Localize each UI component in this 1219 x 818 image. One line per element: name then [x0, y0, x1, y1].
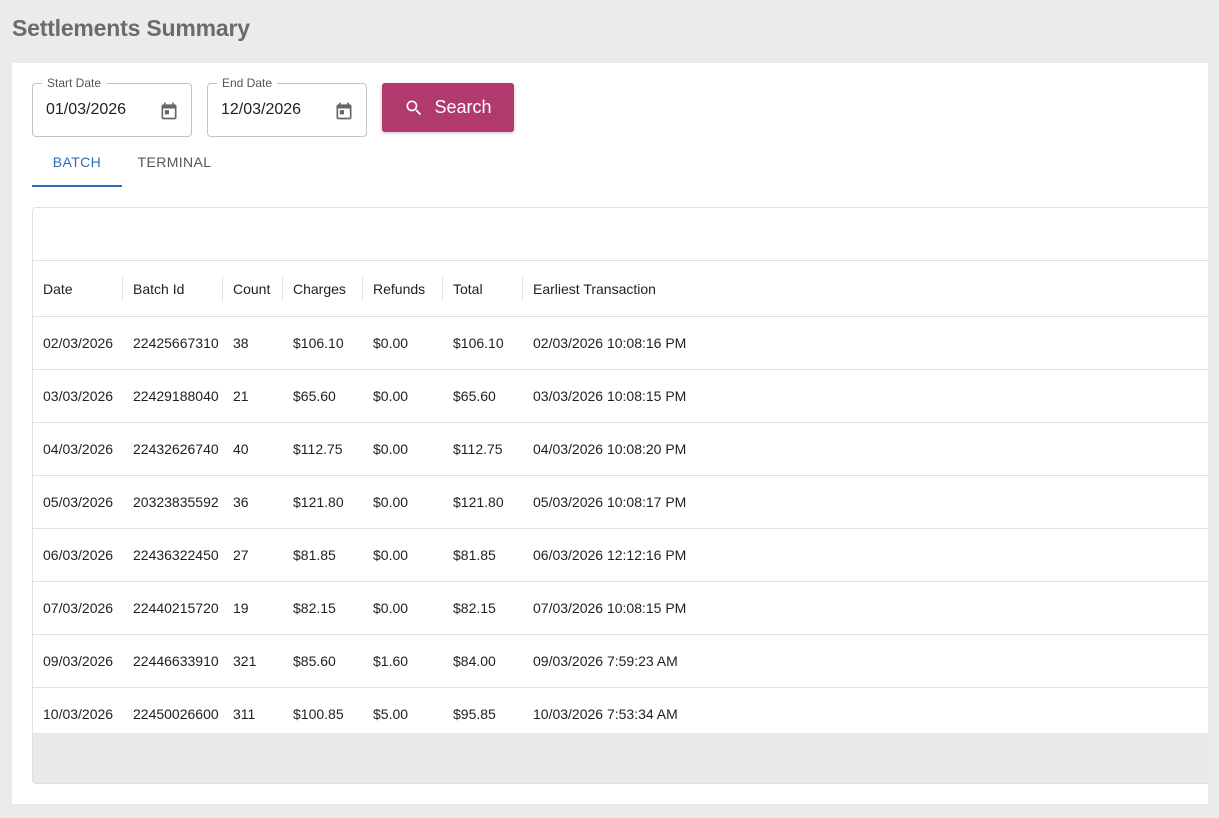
cell-date: 06/03/2026 — [43, 547, 114, 563]
cell-total: $84.00 — [453, 653, 496, 669]
start-date-field[interactable]: Start Date — [32, 76, 192, 137]
cell-batch-id: 22446633910 — [133, 653, 219, 669]
cell-batch-id: 22436322450 — [133, 547, 219, 563]
cell-date: 09/03/2026 — [43, 653, 114, 669]
cell-earliest-transaction: 02/03/2026 10:08:16 PM — [533, 335, 687, 351]
column-header-date[interactable]: Date — [33, 261, 123, 316]
column-header-earliest-transaction[interactable]: Earliest Transaction — [533, 280, 656, 297]
table-row[interactable]: 05/03/2026 20323835592 36 $121.80 $0.00 … — [33, 476, 1208, 529]
cell-date: 03/03/2026 — [43, 388, 114, 404]
cell-earliest-transaction: 10/03/2026 7:53:34 AM — [533, 706, 678, 722]
cell-count: 311 — [233, 706, 256, 722]
cell-total: $106.10 — [453, 335, 504, 351]
cell-refunds: $5.00 — [373, 706, 409, 722]
cell-date: 07/03/2026 — [43, 600, 114, 616]
tab-terminal[interactable]: TERMINAL — [137, 154, 212, 170]
settlements-table: Date Batch Id Count Charges Refunds Tota… — [32, 207, 1208, 784]
cell-count: 321 — [233, 653, 257, 669]
end-date-field[interactable]: End Date — [207, 76, 367, 137]
cell-earliest-transaction: 06/03/2026 12:12:16 PM — [533, 547, 687, 563]
table-row[interactable]: 04/03/2026 22432626740 40 $112.75 $0.00 … — [33, 423, 1208, 476]
cell-count: 40 — [233, 441, 249, 457]
table-footer — [33, 733, 1208, 783]
cell-batch-id: 22450026600 — [133, 706, 219, 722]
cell-date: 10/03/2026 — [43, 706, 114, 722]
cell-total: $82.15 — [453, 600, 496, 616]
cell-refunds: $0.00 — [373, 335, 409, 351]
table-row[interactable]: 02/03/2026 22425667310 38 $106.10 $0.00 … — [33, 317, 1208, 370]
cell-refunds: $0.00 — [373, 547, 409, 563]
search-button-label: Search — [434, 97, 492, 117]
cell-earliest-transaction: 03/03/2026 10:08:15 PM — [533, 388, 687, 404]
cell-refunds: $0.00 — [373, 441, 409, 457]
settlements-card: Start Date End Date Search BATCH TERMINA… — [12, 63, 1208, 804]
table-row[interactable]: 06/03/2026 22436322450 27 $81.85 $0.00 $… — [33, 529, 1208, 582]
cell-refunds: $0.00 — [373, 494, 409, 510]
column-header-charges[interactable]: Charges — [283, 261, 363, 316]
cell-charges: $81.85 — [293, 547, 336, 563]
cell-refunds: $1.60 — [373, 653, 409, 669]
cell-count: 27 — [233, 547, 249, 563]
cell-count: 21 — [233, 388, 249, 404]
cell-earliest-transaction: 04/03/2026 10:08:20 PM — [533, 441, 687, 457]
cell-count: 19 — [233, 600, 249, 616]
page-title: Settlements Summary — [12, 15, 250, 41]
cell-total: $95.85 — [453, 706, 496, 722]
cell-earliest-transaction: 09/03/2026 7:59:23 AM — [533, 653, 678, 669]
cell-date: 04/03/2026 — [43, 441, 114, 457]
cell-charges: $85.60 — [293, 653, 336, 669]
cell-date: 02/03/2026 — [43, 335, 114, 351]
cell-batch-id: 22429188040 — [133, 388, 219, 404]
search-button[interactable]: Search — [382, 83, 514, 132]
search-icon — [404, 98, 424, 118]
cell-batch-id: 22440215720 — [133, 600, 219, 616]
cell-total: $121.80 — [453, 494, 504, 510]
table-row[interactable]: 07/03/2026 22440215720 19 $82.15 $0.00 $… — [33, 582, 1208, 635]
cell-earliest-transaction: 05/03/2026 10:08:17 PM — [533, 494, 687, 510]
calendar-icon[interactable] — [334, 101, 354, 121]
column-header-batch-id[interactable]: Batch Id — [123, 261, 223, 316]
cell-batch-id: 20323835592 — [133, 494, 219, 510]
calendar-icon[interactable] — [159, 101, 179, 121]
column-header-count[interactable]: Count — [223, 261, 283, 316]
tab-batch[interactable]: BATCH — [32, 147, 122, 187]
cell-charges: $65.60 — [293, 388, 336, 404]
cell-count: 38 — [233, 335, 249, 351]
table-header: Date Batch Id Count Charges Refunds Tota… — [33, 261, 1208, 317]
cell-count: 36 — [233, 494, 249, 510]
cell-refunds: $0.00 — [373, 600, 409, 616]
cell-earliest-transaction: 07/03/2026 10:08:15 PM — [533, 600, 687, 616]
table-row[interactable]: 10/03/2026 22450026600 311 $100.85 $5.00… — [33, 688, 1208, 741]
cell-total: $112.75 — [453, 441, 503, 457]
cell-charges: $121.80 — [293, 494, 344, 510]
table-row[interactable]: 03/03/2026 22429188040 21 $65.60 $0.00 $… — [33, 370, 1208, 423]
start-date-input[interactable] — [46, 84, 154, 136]
cell-date: 05/03/2026 — [43, 494, 114, 510]
cell-refunds: $0.00 — [373, 388, 409, 404]
column-header-refunds[interactable]: Refunds — [363, 261, 443, 316]
cell-charges: $112.75 — [293, 441, 343, 457]
cell-batch-id: 22432626740 — [133, 441, 219, 457]
table-row[interactable]: 09/03/2026 22446633910 321 $85.60 $1.60 … — [33, 635, 1208, 688]
cell-charges: $82.15 — [293, 600, 336, 616]
column-header-total[interactable]: Total — [443, 261, 523, 316]
end-date-input[interactable] — [221, 84, 329, 136]
table-toolbar — [33, 208, 1208, 261]
cell-total: $81.85 — [453, 547, 496, 563]
cell-charges: $106.10 — [293, 335, 344, 351]
cell-total: $65.60 — [453, 388, 496, 404]
cell-charges: $100.85 — [293, 706, 344, 722]
cell-batch-id: 22425667310 — [133, 335, 219, 351]
